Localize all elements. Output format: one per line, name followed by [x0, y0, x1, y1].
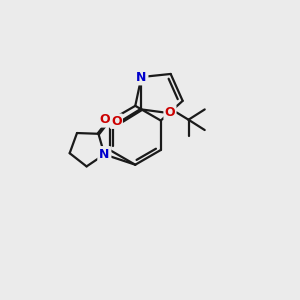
Text: O: O — [111, 115, 122, 128]
Text: O: O — [100, 113, 110, 126]
Text: N: N — [136, 70, 147, 83]
Text: O: O — [165, 106, 175, 119]
Text: N: N — [99, 148, 110, 161]
